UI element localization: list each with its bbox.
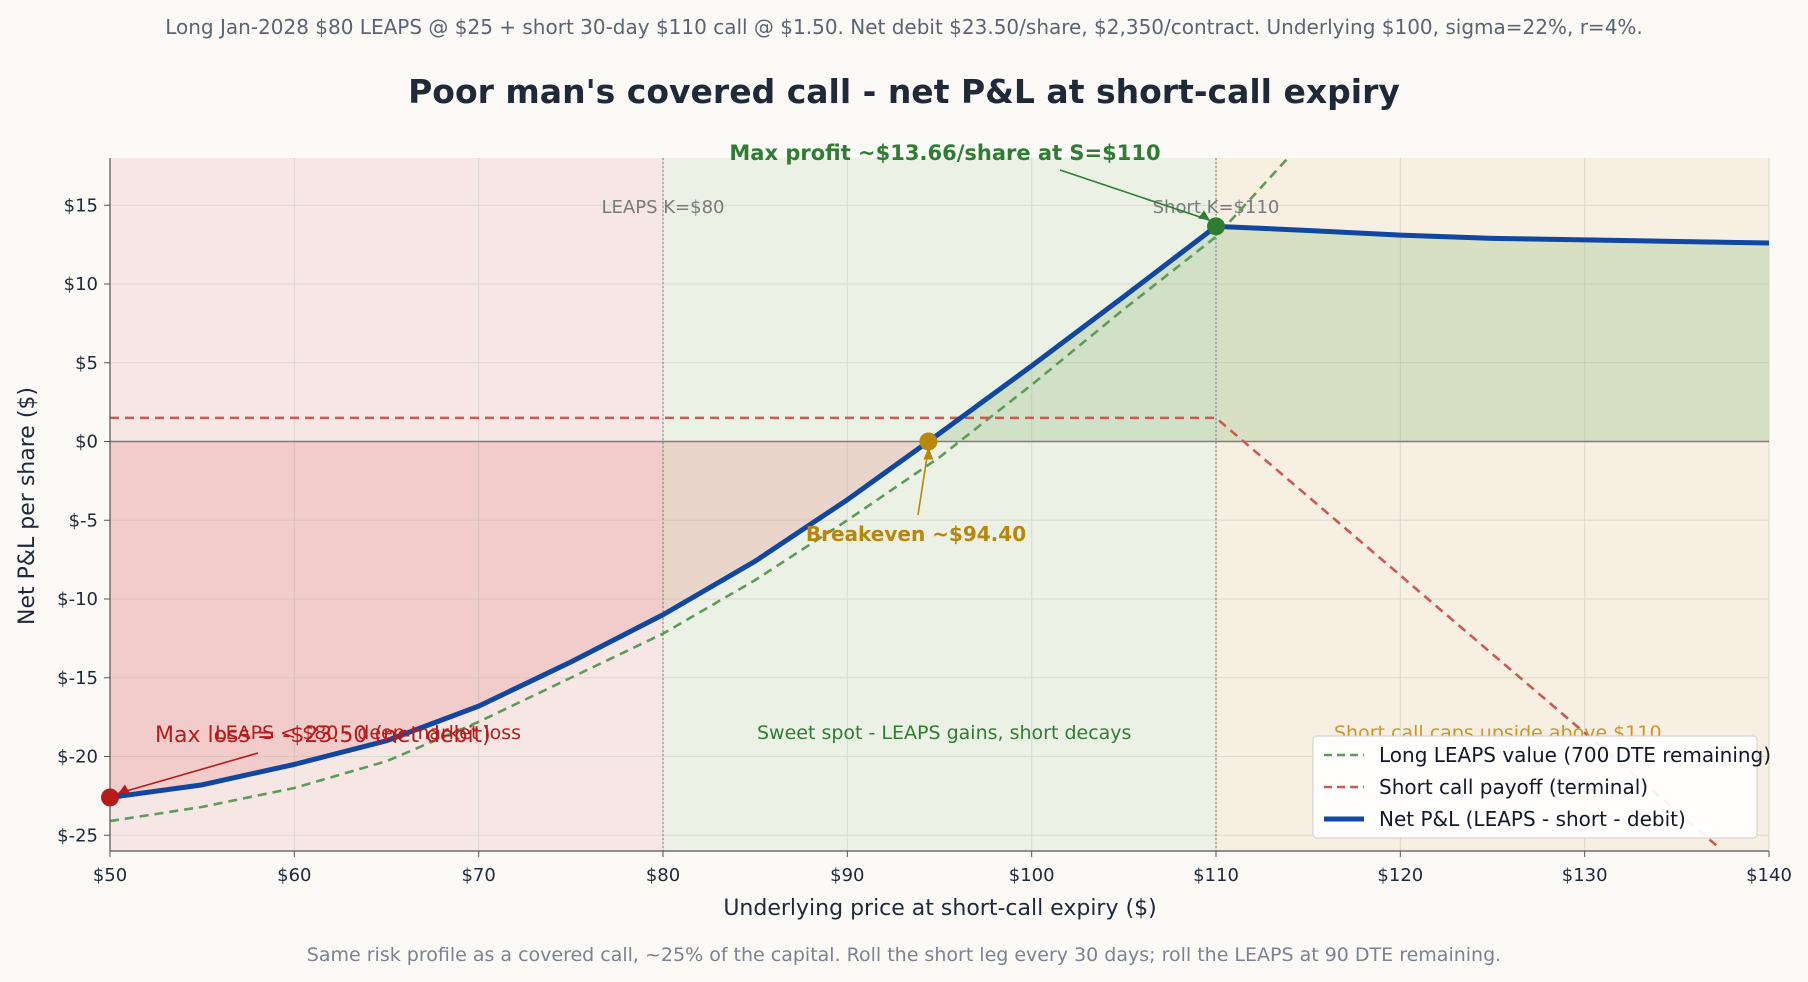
- y-axis-label: Net P&L per share ($): [15, 387, 40, 625]
- legend-label-0: Long LEAPS value (700 DTE remaining): [1379, 743, 1771, 767]
- strike-reference-lines: LEAPS K=$80 Short K=$110: [110, 158, 1769, 851]
- y-tick-label-4: $-5: [69, 510, 98, 531]
- max-profit-arrowhead: [1198, 210, 1210, 221]
- y-tick-label-0: $15: [64, 195, 98, 216]
- max-loss-arrowhead: [118, 784, 130, 794]
- x-tick-label-1: $60: [277, 865, 311, 886]
- series-line-1: [110, 416, 1721, 849]
- max-profit-marker: [1207, 217, 1225, 236]
- region-label-0: LEAPS < $80 - deep market loss: [215, 722, 521, 744]
- legend-label-1: Short call payoff (terminal): [1379, 775, 1648, 799]
- x-tick-label-7: $120: [1377, 865, 1423, 886]
- plot-background: [110, 158, 1769, 851]
- chart-title: Poor man's covered call - net P&L at sho…: [408, 72, 1400, 111]
- region-band-1: [663, 158, 1216, 851]
- chart-subtitle: Long Jan-2028 $80 LEAPS @ $25 + short 30…: [165, 15, 1643, 39]
- x-tick-label-4: $90: [830, 865, 864, 886]
- x-tick-label-2: $70: [461, 865, 495, 886]
- legend-label-2: Net P&L (LEAPS - short - debit): [1379, 807, 1686, 831]
- region-band-0: [110, 158, 663, 851]
- breakeven-marker: [919, 432, 938, 451]
- max-profit-label: Max profit ~$13.66/share at S=$110: [729, 141, 1160, 165]
- series-line-0: [110, 158, 1289, 823]
- max-loss-marker: [101, 788, 119, 807]
- y-tick-label-7: $-20: [57, 747, 98, 768]
- max-profit-arrow: [1059, 169, 1211, 222]
- x-tick-label-5: $100: [1009, 865, 1055, 886]
- strike-label-1: Short K=$110: [1153, 197, 1280, 218]
- y-tick-label-3: $0: [75, 432, 98, 453]
- loss-fill: [110, 441, 929, 798]
- x-tick-label-9: $140: [1746, 865, 1792, 886]
- max-loss-label: Max loss = -$23.50 (net debit): [155, 723, 491, 748]
- max-loss-arrow: [117, 752, 259, 795]
- y-tick-label-2: $5: [75, 353, 98, 374]
- y-tick-label-8: $-25: [57, 825, 98, 846]
- x-axis-label: Underlying price at short-call expiry ($…: [723, 896, 1156, 921]
- strike-label-0: LEAPS K=$80: [602, 197, 725, 218]
- y-tick-label-5: $-10: [57, 589, 98, 610]
- y-tick-label-6: $-15: [57, 668, 98, 689]
- x-tick-label-0: $50: [93, 865, 127, 886]
- x-tick-label-8: $130: [1562, 865, 1608, 886]
- region-label-1: Sweet spot - LEAPS gains, short decays: [757, 722, 1131, 744]
- axes: $50 $60 $70 $80 $90 $100 $110 $120 $130 $140 $15 $1…: [57, 158, 1792, 886]
- breakeven-arrowhead: [923, 447, 934, 460]
- breakeven-label: Breakeven ~$94.40: [806, 522, 1026, 546]
- legend: Long LEAPS value (700 DTE remaining) Shor…: [1312, 735, 1771, 839]
- legend-box: [1312, 735, 1758, 839]
- y-tick-label-1: $10: [64, 274, 98, 295]
- x-tick-label-6: $110: [1193, 865, 1239, 886]
- profit-fill: [928, 226, 1769, 442]
- profit-loss-fills: [110, 226, 1769, 798]
- x-tick-label-3: $80: [646, 865, 680, 886]
- chart-footer: Same risk profile as a covered call, ~25…: [307, 944, 1501, 966]
